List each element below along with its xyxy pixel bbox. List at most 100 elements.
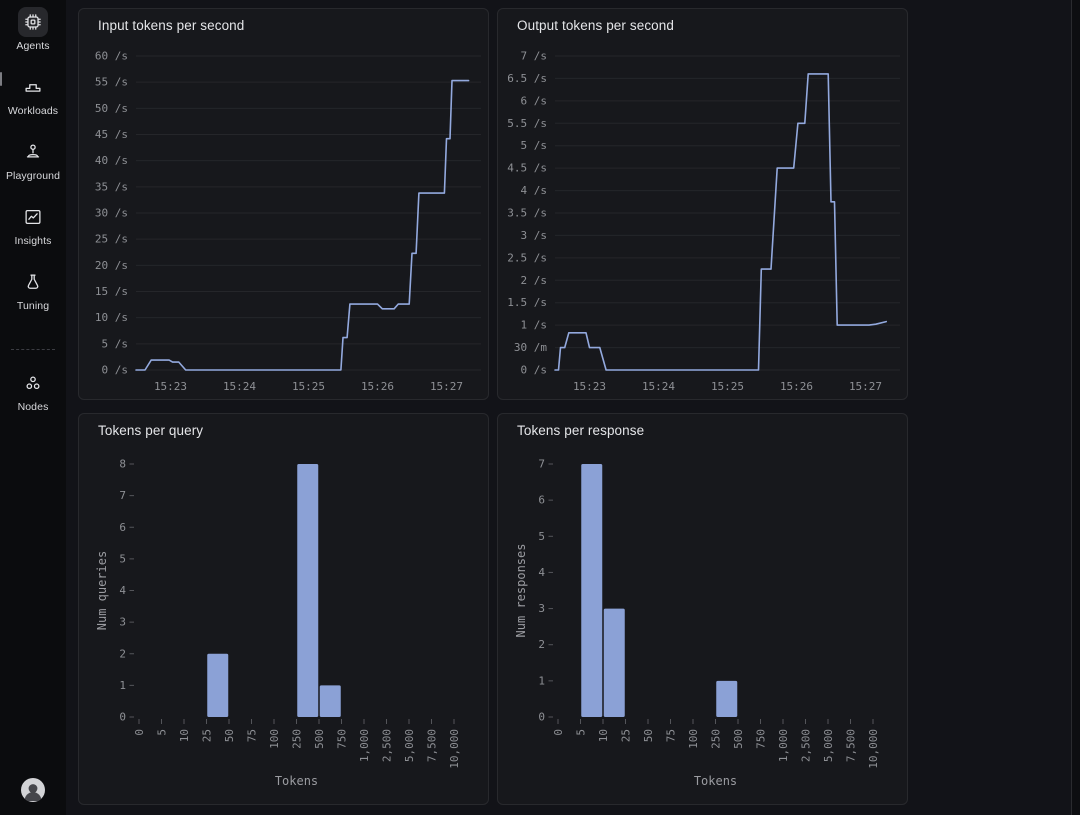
svg-text:0: 0 xyxy=(133,729,146,736)
user-avatar[interactable] xyxy=(21,778,45,802)
nodes-icon xyxy=(18,368,48,398)
scrollbar-track[interactable] xyxy=(1071,0,1080,815)
svg-text:750: 750 xyxy=(755,729,768,749)
panel-title: Output tokens per second xyxy=(517,18,674,33)
svg-text:Tokens: Tokens xyxy=(694,774,737,788)
svg-text:2: 2 xyxy=(538,638,545,651)
joystick-icon xyxy=(18,137,48,167)
svg-text:3.5 /s: 3.5 /s xyxy=(507,207,547,220)
svg-text:4: 4 xyxy=(119,584,126,597)
panel-tokens-per-query: 0 1 2 3 4 5 6 7 8 0 5 10 25 50 75 100 250 500 750 1,000 2,50… xyxy=(78,413,489,805)
svg-text:100: 100 xyxy=(687,729,700,749)
svg-text:2.5 /s: 2.5 /s xyxy=(507,251,547,264)
svg-text:1 /s: 1 /s xyxy=(521,319,548,332)
svg-text:30 /m: 30 /m xyxy=(514,341,547,354)
sidebar-item-label: Tuning xyxy=(16,300,50,312)
tokens-per-response-histogram: 0 1 2 3 4 5 6 7 0 5 10 25 50 75 100 250 500 750 1,000 2,500… xyxy=(514,458,880,789)
svg-text:6 /s: 6 /s xyxy=(521,94,548,107)
sidebar: Agents Workloads xyxy=(0,0,66,815)
svg-text:15:27: 15:27 xyxy=(849,380,882,393)
svg-text:50: 50 xyxy=(223,729,236,742)
sidebar-item-label: Workloads xyxy=(7,105,59,117)
svg-text:5: 5 xyxy=(538,530,545,543)
svg-text:4.5 /s: 4.5 /s xyxy=(507,162,547,175)
svg-text:2,500: 2,500 xyxy=(381,729,394,762)
sidebar-item-insights[interactable]: Insights xyxy=(0,202,66,248)
svg-text:0: 0 xyxy=(552,729,565,736)
svg-text:7 /s: 7 /s xyxy=(521,50,548,63)
svg-text:10,000: 10,000 xyxy=(867,729,880,769)
sidebar-item-label: Nodes xyxy=(17,401,49,413)
panel-title: Tokens per response xyxy=(517,423,645,438)
svg-text:4 /s: 4 /s xyxy=(521,184,548,197)
svg-text:75: 75 xyxy=(246,729,259,742)
svg-text:Num queries: Num queries xyxy=(95,551,109,630)
panel-title: Input tokens per second xyxy=(98,18,245,33)
svg-text:3: 3 xyxy=(119,616,126,629)
sidebar-scrollbar-thumb[interactable] xyxy=(0,72,2,86)
svg-text:8: 8 xyxy=(119,458,126,471)
svg-text:5 /s: 5 /s xyxy=(102,337,129,350)
svg-text:10: 10 xyxy=(597,729,610,742)
svg-text:5 /s: 5 /s xyxy=(521,139,548,152)
svg-text:60 /s: 60 /s xyxy=(95,50,128,63)
svg-text:10 /s: 10 /s xyxy=(95,311,128,324)
svg-text:35 /s: 35 /s xyxy=(95,180,128,193)
svg-text:7,500: 7,500 xyxy=(845,729,858,762)
sidebar-item-tuning[interactable]: Tuning xyxy=(0,267,66,313)
panel-output-tokens-per-second: 0 /s 30 /m 1 /s 1.5 /s 2 /s 2.5 /s 3 /s 3.5 /s 4… xyxy=(497,8,908,400)
svg-text:5,000: 5,000 xyxy=(403,729,416,762)
svg-text:30 /s: 30 /s xyxy=(95,207,128,220)
sidebar-nav: Agents Workloads xyxy=(0,0,66,433)
svg-text:4: 4 xyxy=(538,566,545,579)
svg-text:20 /s: 20 /s xyxy=(95,259,128,272)
svg-text:10,000: 10,000 xyxy=(448,729,461,769)
svg-text:5: 5 xyxy=(156,729,169,736)
svg-text:0: 0 xyxy=(538,711,545,724)
svg-text:250: 250 xyxy=(291,729,304,749)
svg-text:1: 1 xyxy=(538,674,545,687)
svg-text:6: 6 xyxy=(119,521,126,534)
output-tokens-per-second-chart: 0 /s 30 /m 1 /s 1.5 /s 2 /s 2.5 /s 3 /s 3.5 /s 4… xyxy=(507,50,900,393)
svg-text:0 /s: 0 /s xyxy=(102,364,129,377)
svg-text:5: 5 xyxy=(119,552,126,565)
svg-text:Tokens: Tokens xyxy=(275,774,318,788)
svg-text:100: 100 xyxy=(268,729,281,749)
svg-text:1,000: 1,000 xyxy=(358,729,371,762)
svg-text:500: 500 xyxy=(313,729,326,749)
svg-text:1,000: 1,000 xyxy=(777,729,790,762)
svg-text:45 /s: 45 /s xyxy=(95,128,128,141)
sidebar-item-playground[interactable]: Playground xyxy=(0,137,66,183)
svg-text:75: 75 xyxy=(665,729,678,742)
svg-text:40 /s: 40 /s xyxy=(95,154,128,167)
tokens-per-query-histogram: 0 1 2 3 4 5 6 7 8 0 5 10 25 50 75 100 250 500 750 1,000 2,50… xyxy=(95,458,461,789)
svg-text:6: 6 xyxy=(538,494,545,507)
svg-text:15:25: 15:25 xyxy=(711,380,744,393)
svg-text:3 /s: 3 /s xyxy=(521,229,548,242)
svg-text:25 /s: 25 /s xyxy=(95,233,128,246)
panel-tokens-per-response: 0 1 2 3 4 5 6 7 0 5 10 25 50 75 100 250 500 750 1,000 2,500… xyxy=(497,413,908,805)
svg-text:2 /s: 2 /s xyxy=(521,274,548,287)
svg-text:15:23: 15:23 xyxy=(154,380,187,393)
sidebar-item-label: Insights xyxy=(14,235,52,247)
svg-text:15:26: 15:26 xyxy=(780,380,813,393)
sidebar-item-nodes[interactable]: Nodes xyxy=(0,368,66,414)
svg-text:3: 3 xyxy=(538,602,545,615)
workbench-icon xyxy=(18,72,48,102)
svg-text:250: 250 xyxy=(710,729,723,749)
svg-text:7: 7 xyxy=(119,489,126,502)
svg-text:6.5 /s: 6.5 /s xyxy=(507,72,547,85)
svg-text:15:24: 15:24 xyxy=(642,380,675,393)
svg-text:15 /s: 15 /s xyxy=(95,285,128,298)
chip-icon xyxy=(18,7,48,37)
svg-text:10: 10 xyxy=(178,729,191,742)
sidebar-item-agents[interactable]: Agents xyxy=(0,7,66,53)
svg-text:Num responses: Num responses xyxy=(514,544,528,638)
sidebar-item-workloads[interactable]: Workloads xyxy=(0,72,66,118)
svg-text:15:27: 15:27 xyxy=(430,380,463,393)
svg-text:5,000: 5,000 xyxy=(822,729,835,762)
svg-text:15:25: 15:25 xyxy=(292,380,325,393)
flask-icon xyxy=(18,267,48,297)
svg-text:55 /s: 55 /s xyxy=(95,76,128,89)
svg-text:750: 750 xyxy=(336,729,349,749)
